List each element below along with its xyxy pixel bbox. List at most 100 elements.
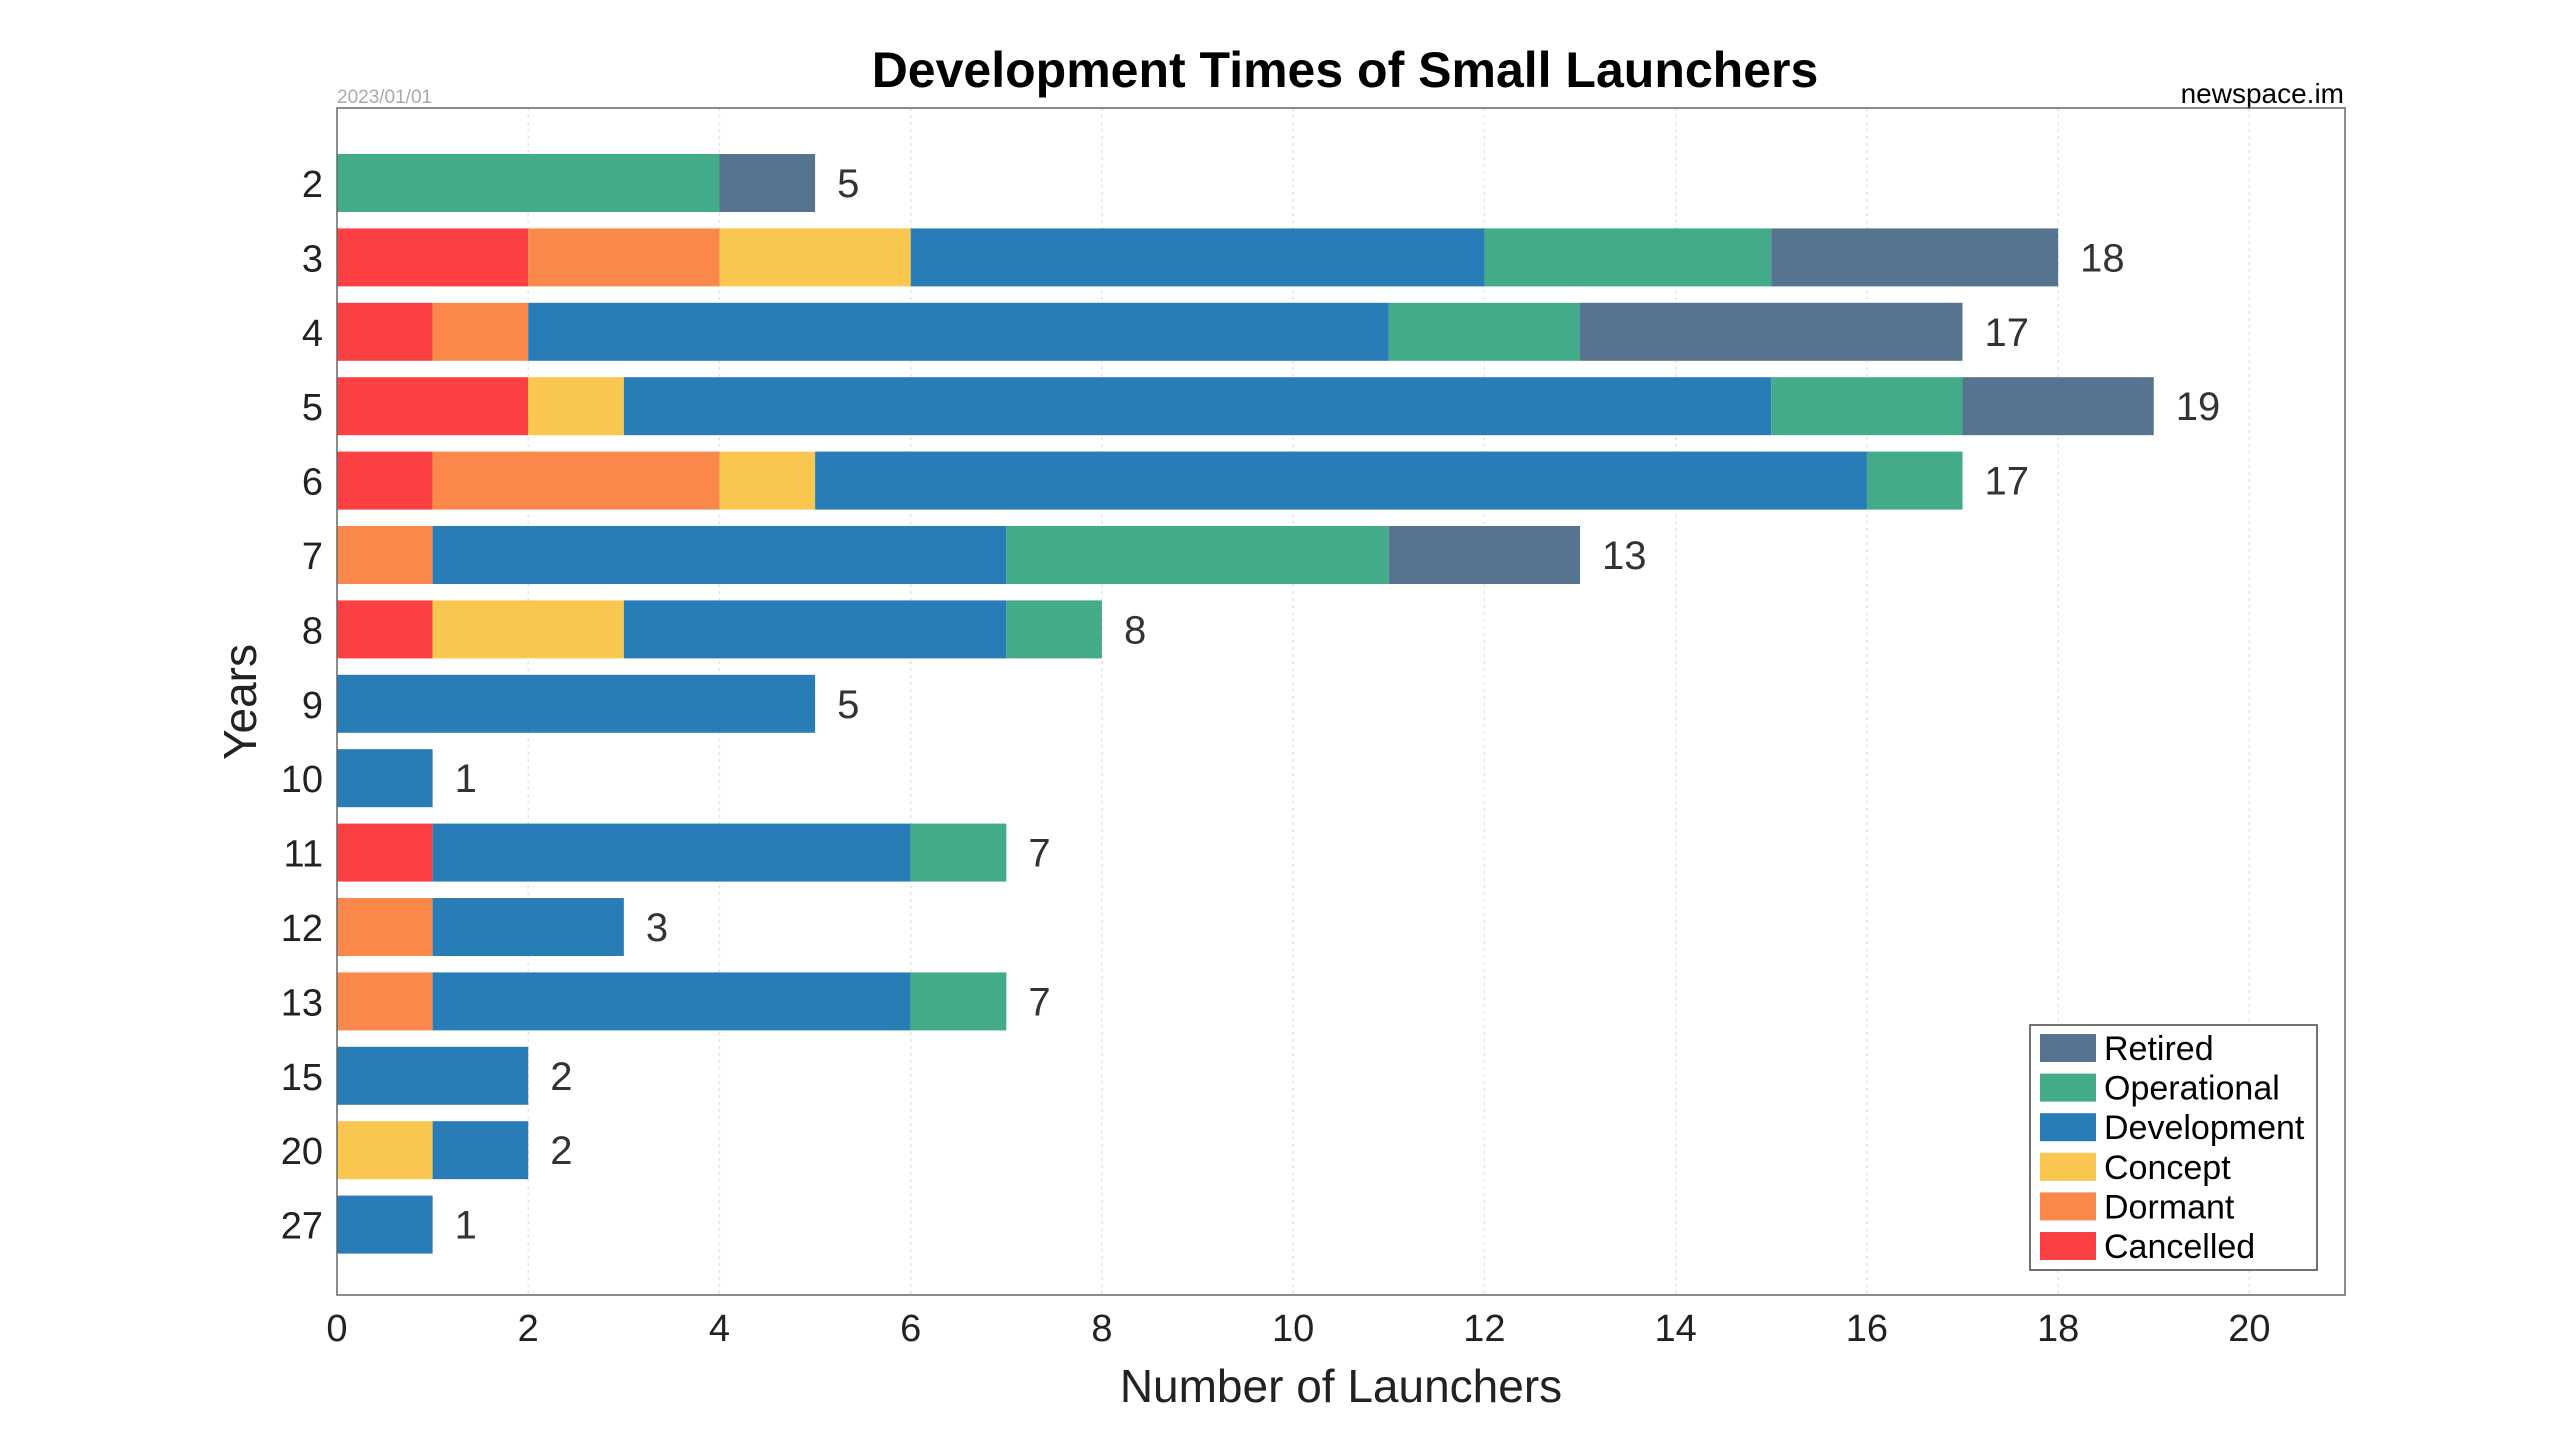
bar-total-label: 17 <box>1985 460 2030 504</box>
bar-total-label: 5 <box>837 162 859 206</box>
bar-segment-retired <box>1771 228 2059 287</box>
bar-segment-concept <box>528 377 624 436</box>
bar-segment-development <box>337 674 816 733</box>
bar-total-label: 1 <box>455 1204 477 1248</box>
bar-segment-dormant <box>337 526 433 584</box>
bar-total-label: 3 <box>646 906 668 950</box>
bar-segment-concept <box>719 451 816 510</box>
bar-segment-development <box>432 898 624 956</box>
bar-segment-retired <box>1962 377 2154 436</box>
legend-label-dormant: Dormant <box>2104 1188 2235 1226</box>
legend-swatch-operational <box>2040 1073 2096 1102</box>
x-axis-label: Number of Launchers <box>1120 1360 1562 1412</box>
y-tick-label: 15 <box>281 1057 323 1099</box>
bar-segment-operational <box>337 154 720 212</box>
bar-total-label: 2 <box>550 1055 572 1099</box>
bar-segment-development <box>623 377 1772 436</box>
bar-segment-development <box>910 228 1485 287</box>
bar-segment-dormant <box>432 302 529 361</box>
x-tick-labels: 0 2 4 6 8 10 12 14 16 18 20 <box>326 1308 2270 1350</box>
bar-segment-development <box>528 302 1389 361</box>
bar-segment-operational <box>910 972 1007 1031</box>
chart-title: Development Times of Small Launchers <box>872 42 1819 98</box>
x-tick-label: 4 <box>709 1308 730 1350</box>
bar-segment-operational <box>1006 600 1102 659</box>
bar-segment-development <box>432 823 911 882</box>
bar-total-label: 7 <box>1028 980 1050 1024</box>
legend-label-cancelled: Cancelled <box>2104 1228 2255 1266</box>
legend-label-concept: Concept <box>2104 1149 2231 1187</box>
bar-segment-cancelled <box>337 823 433 882</box>
x-tick-label: 2 <box>518 1308 539 1350</box>
bar-segment-development <box>432 526 1007 584</box>
bar-segment-development <box>337 1195 433 1254</box>
bar-segment-retired <box>1388 526 1581 584</box>
y-tick-label: 20 <box>281 1131 323 1173</box>
bar-segment-operational <box>1388 302 1581 361</box>
legend-swatch-cancelled <box>2040 1232 2096 1260</box>
y-tick-label: 9 <box>302 685 323 727</box>
y-tick-label: 27 <box>281 1206 323 1248</box>
bar-segment-cancelled <box>337 377 529 436</box>
y-tick-label: 10 <box>281 759 323 801</box>
plot-frame <box>336 107 2346 1296</box>
source-label: newspace.im <box>2181 78 2344 109</box>
x-tick-label: 12 <box>1463 1308 1505 1350</box>
bar-total-label: 18 <box>2080 236 2125 280</box>
bar-segment-development <box>815 451 1867 510</box>
y-tick-label: 5 <box>302 387 323 429</box>
x-tick-label: 16 <box>1846 1308 1888 1350</box>
y-tick-label: 4 <box>302 313 323 355</box>
bar-segment-concept <box>337 1121 433 1180</box>
legend-swatch-retired <box>2040 1034 2096 1062</box>
bar-segment-operational <box>1484 228 1772 287</box>
bar-segment-development <box>337 749 433 808</box>
legend-frame <box>2029 1024 2318 1271</box>
bars <box>337 154 2154 1254</box>
bar-segment-dormant <box>528 228 720 287</box>
bar-segment-dormant <box>432 451 720 510</box>
date-label: 2023/01/01 <box>337 87 432 108</box>
legend-swatch-concept <box>2040 1152 2096 1181</box>
legend-label-retired: Retired <box>2104 1030 2214 1068</box>
bar-total-label: 17 <box>1985 311 2030 355</box>
bar-total-label: 13 <box>1602 534 1647 578</box>
y-tick-label: 8 <box>302 610 323 652</box>
legend-label-development: Development <box>2104 1109 2305 1147</box>
bar-segment-development <box>432 972 911 1031</box>
x-tick-label: 20 <box>2228 1308 2270 1350</box>
legend-swatch-dormant <box>2040 1192 2096 1221</box>
x-tick-label: 6 <box>900 1308 921 1350</box>
y-tick-label: 6 <box>302 462 323 504</box>
bar-segment-development <box>337 1046 529 1105</box>
bar-segment-dormant <box>337 898 433 956</box>
x-tick-label: 8 <box>1091 1308 1112 1350</box>
y-axis-label: Years <box>214 644 266 760</box>
y-tick-label: 13 <box>281 982 323 1024</box>
x-tick-label: 0 <box>326 1308 347 1350</box>
bar-segment-operational <box>1006 526 1389 584</box>
y-tick-label: 3 <box>302 238 323 280</box>
y-tick-labels: 2 3 4 5 6 7 8 9 10 11 12 13 15 20 27 <box>281 164 323 1248</box>
x-tick-label: 14 <box>1655 1308 1697 1350</box>
y-tick-label: 11 <box>284 834 323 876</box>
bar-segment-retired <box>1580 302 1963 361</box>
bar-segment-cancelled <box>337 302 433 361</box>
bar-segment-cancelled <box>337 451 433 510</box>
bar-segment-operational <box>1866 451 1963 510</box>
bar-total-label: 7 <box>1028 832 1050 876</box>
bar-total-label: 5 <box>837 683 859 727</box>
y-tick-label: 2 <box>302 164 323 206</box>
bar-segment-dormant <box>337 972 433 1031</box>
bar-segment-cancelled <box>337 600 433 659</box>
bar-segment-operational <box>910 823 1007 882</box>
bar-segment-retired <box>719 154 816 212</box>
bar-segment-development <box>432 1121 529 1180</box>
bar-segment-cancelled <box>337 228 529 287</box>
bar-total-label: 19 <box>2176 385 2221 429</box>
bar-total-label: 1 <box>455 757 477 801</box>
y-tick-label: 7 <box>302 536 323 578</box>
bar-total-label: 2 <box>550 1129 572 1173</box>
